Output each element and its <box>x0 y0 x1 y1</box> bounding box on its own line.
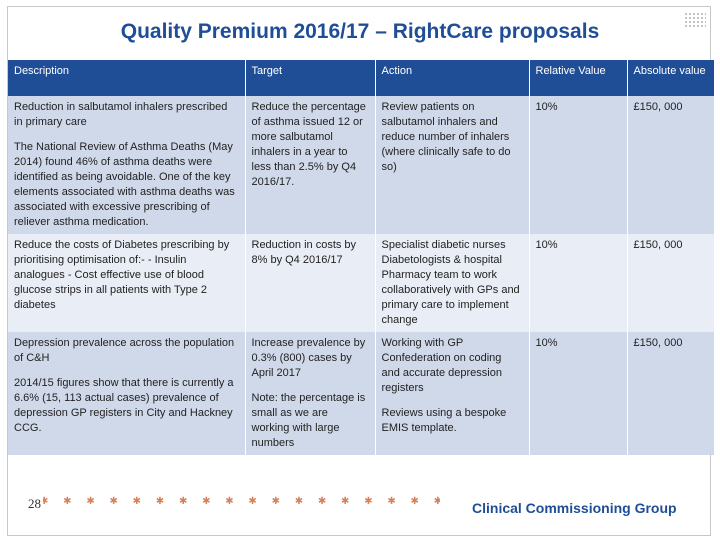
description-text: Reduction in salbutamol inhalers prescri… <box>14 101 228 128</box>
action-text: Review patients on salbutamol inhalers a… <box>381 101 511 173</box>
cell-target: Reduce the percentage of asthma issued 1… <box>245 96 376 234</box>
cell-description: Depression prevalence across the populat… <box>8 332 246 455</box>
header-relative-value: Relative Value <box>529 60 628 96</box>
table-row: Reduce the costs of Diabetes prescribing… <box>8 234 715 332</box>
cell-relative-value: 10% <box>529 96 628 234</box>
cell-action: Working with GP Confederation on coding … <box>375 332 530 455</box>
cell-action: Review patients on salbutamol inhalers a… <box>375 96 530 234</box>
cell-target: Increase prevalence by 0.3% (800) cases … <box>245 332 376 455</box>
target-text: Reduce the percentage of asthma issued 1… <box>251 101 366 188</box>
cell-absolute-value: £150, 000 <box>627 332 715 455</box>
header-target: Target <box>245 60 376 96</box>
ccg-logo-text: Clinical Commissioning Group <box>472 500 677 516</box>
decorative-figures-strip: ✱ ✱ ✱ ✱ ✱ ✱ ✱ ✱ ✱ ✱ ✱ ✱ ✱ ✱ ✱ ✱ ✱ ✱ <box>40 496 440 507</box>
cell-target: Reduction in costs by 8% by Q4 2016/17 <box>245 234 376 332</box>
description-text: 2014/15 figures show that there is curre… <box>14 377 234 434</box>
proposals-table: Description Target Action Relative Value… <box>8 60 715 455</box>
cell-absolute-value: £150, 000 <box>627 234 715 332</box>
cell-action: Specialist diabetic nurses Diabetologist… <box>375 234 530 332</box>
cell-description: Reduction in salbutamol inhalers prescri… <box>8 96 246 234</box>
header-description: Description <box>8 60 246 96</box>
action-text: Specialist diabetic nurses Diabetologist… <box>381 239 520 326</box>
cell-absolute-value: £150, 000 <box>627 96 715 234</box>
cell-relative-value: 10% <box>529 234 628 332</box>
target-text: Reduction in costs by 8% by Q4 2016/17 <box>251 239 357 266</box>
cell-relative-value: 10% <box>529 332 628 455</box>
header-action: Action <box>375 60 530 96</box>
target-text: Note: the percentage is small as we are … <box>251 392 366 449</box>
table-row: Reduction in salbutamol inhalers prescri… <box>8 96 715 234</box>
description-text: Reduce the costs of Diabetes prescribing… <box>14 239 230 311</box>
target-text: Increase prevalence by 0.3% (800) cases … <box>251 337 366 379</box>
table-header-row: Description Target Action Relative Value… <box>8 60 715 96</box>
cell-description: Reduce the costs of Diabetes prescribing… <box>8 234 246 332</box>
page-number: 28 <box>26 496 43 512</box>
header-absolute-value: Absolute value <box>627 60 715 96</box>
corner-decoration <box>684 12 706 28</box>
table-row: Depression prevalence across the populat… <box>8 332 715 455</box>
slide-title: Quality Premium 2016/17 – RightCare prop… <box>120 20 600 43</box>
action-text: Reviews using a bespoke EMIS template. <box>381 407 507 434</box>
description-text: The National Review of Asthma Deaths (Ma… <box>14 141 235 228</box>
description-text: Depression prevalence across the populat… <box>14 337 235 364</box>
action-text: Working with GP Confederation on coding … <box>381 337 502 394</box>
